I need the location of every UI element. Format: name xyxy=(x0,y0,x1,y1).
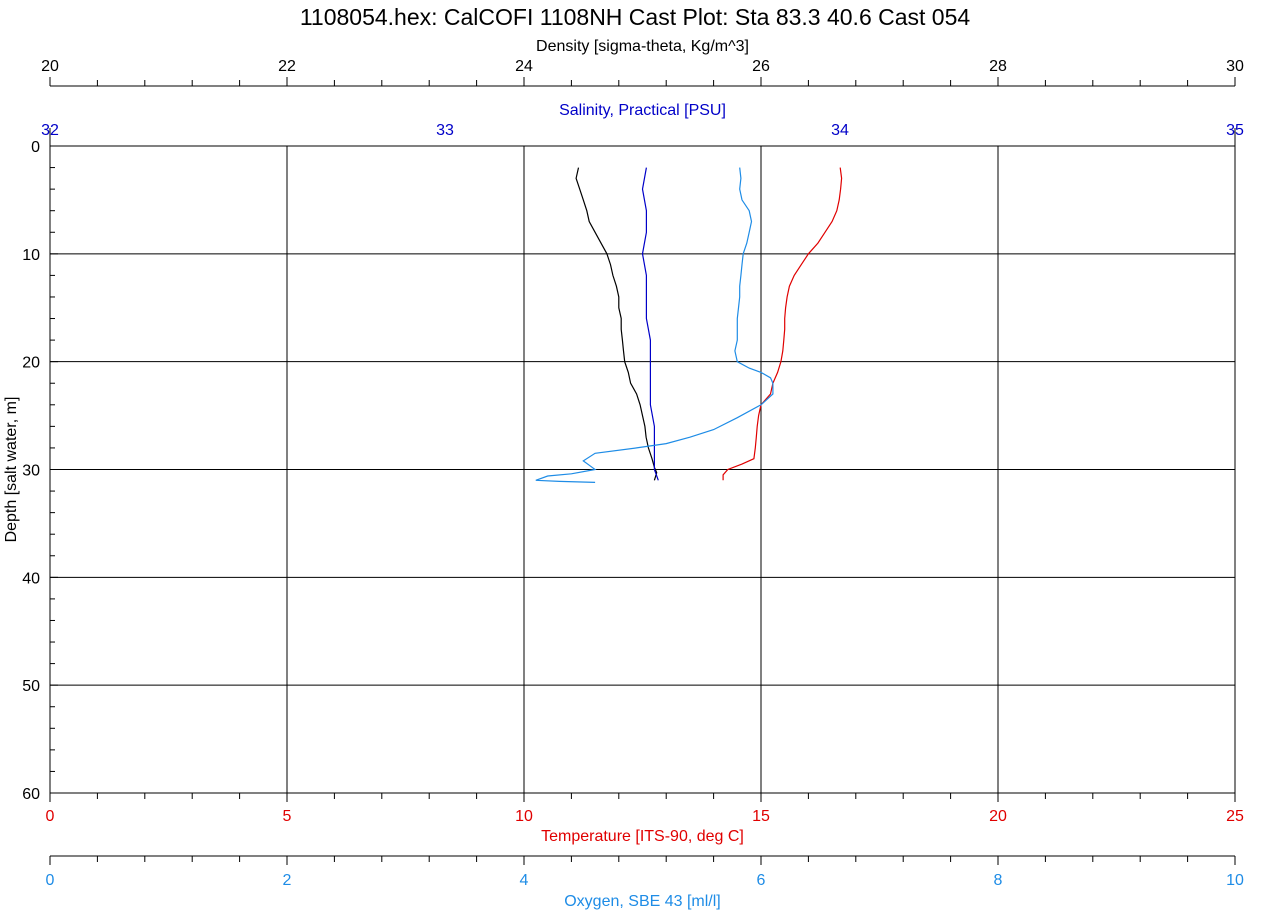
temperature-tick-label: 0 xyxy=(46,808,55,825)
density-axis-label: Density [sigma-theta, Kg/m^3] xyxy=(536,38,749,55)
oxygen-axis-label: Oxygen, SBE 43 [ml/l] xyxy=(564,893,721,910)
temperature-tick-label: 5 xyxy=(283,808,292,825)
temperature-profile-line xyxy=(722,167,843,481)
oxygen-tick-label: 8 xyxy=(994,872,1003,889)
salinity-axis-label: Salinity, Practical [PSU] xyxy=(559,102,726,119)
salinity-tick-label: 34 xyxy=(831,122,849,139)
temperature-tick-label: 20 xyxy=(989,808,1007,825)
chart-title: 1108054.hex: CalCOFI 1108NH Cast Plot: S… xyxy=(300,4,971,30)
depth-tick-label: 60 xyxy=(22,786,40,803)
density-tick-label: 28 xyxy=(989,58,1007,75)
density-tick-label: 26 xyxy=(752,58,770,75)
depth-axis-label: Depth [salt water, m] xyxy=(3,397,20,543)
oxygen-tick-label: 10 xyxy=(1226,872,1244,889)
depth-tick-label: 50 xyxy=(22,678,40,695)
temperature-tick-label: 15 xyxy=(752,808,770,825)
density-tick-label: 30 xyxy=(1226,58,1244,75)
temperature-tick-label: 25 xyxy=(1226,808,1244,825)
depth-tick-label: 20 xyxy=(22,355,40,372)
density-profile-line xyxy=(575,167,658,481)
density-tick-label: 20 xyxy=(41,58,59,75)
series-layer xyxy=(535,167,843,483)
salinity-profile-line xyxy=(641,167,659,481)
salinity-tick-label: 35 xyxy=(1226,122,1244,139)
oxygen-tick-label: 6 xyxy=(757,872,766,889)
density-tick-label: 24 xyxy=(515,58,533,75)
depth-tick-label: 40 xyxy=(22,570,40,587)
oxygen-tick-label: 2 xyxy=(283,872,292,889)
depth-tick-label: 0 xyxy=(31,139,40,156)
density-tick-label: 22 xyxy=(278,58,296,75)
depth-tick-label: 30 xyxy=(22,463,40,480)
salinity-tick-label: 32 xyxy=(41,122,59,139)
oxygen-tick-label: 4 xyxy=(520,872,529,889)
temperature-tick-label: 10 xyxy=(515,808,533,825)
depth-tick-label: 10 xyxy=(22,247,40,264)
temperature-axis-label: Temperature [ITS-90, deg C] xyxy=(541,828,744,845)
oxygen-profile-line xyxy=(535,167,774,483)
grid-layer xyxy=(49,145,1236,794)
salinity-tick-label: 33 xyxy=(436,122,454,139)
oxygen-tick-label: 0 xyxy=(46,872,55,889)
